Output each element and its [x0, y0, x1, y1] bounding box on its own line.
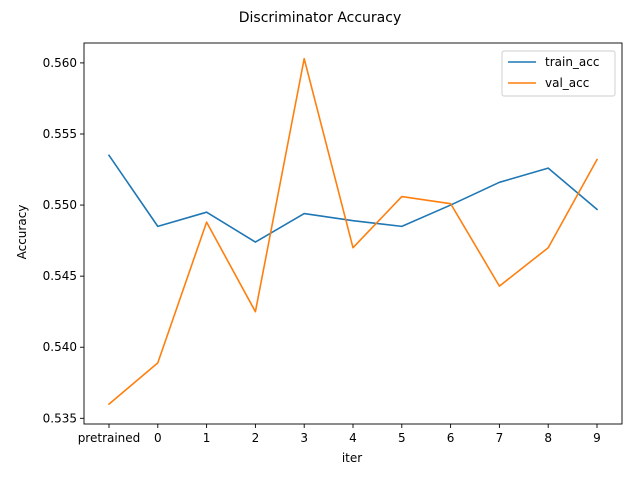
- x-axis-label: iter: [342, 451, 362, 465]
- chart-title: Discriminator Accuracy: [239, 10, 401, 26]
- axes-layer: pretrained 0 1 2 3 4 5 6 7 8 9 0.535 0.540 0.545 0.550…: [43, 42, 623, 445]
- y-tick-label: 0.540: [43, 340, 77, 354]
- x-tick-label: 7: [496, 431, 504, 445]
- x-tick-label: pretrained: [78, 431, 141, 445]
- plot-background: [84, 43, 622, 424]
- x-tick-label: 2: [252, 431, 260, 445]
- legend: train_acc val_acc: [501, 50, 616, 97]
- x-tick-label: 0: [154, 431, 162, 445]
- legend-label-train_acc: train_acc: [545, 55, 599, 69]
- series-line-val_acc: [107, 57, 599, 406]
- x-tick-label: 6: [447, 431, 455, 445]
- x-tick-label: 5: [398, 431, 406, 445]
- y-tick-label: 0.555: [43, 127, 77, 141]
- x-tick-label: 4: [349, 431, 357, 445]
- y-tick-label: 0.550: [43, 198, 77, 212]
- plot-area: [84, 43, 622, 424]
- y-tick-label: 0.560: [43, 56, 77, 70]
- legend-label-val_acc: val_acc: [545, 76, 589, 90]
- x-tick-label: 9: [593, 431, 601, 445]
- y-axis-label: Accuracy: [15, 205, 29, 260]
- y-tick-label: 0.545: [43, 269, 77, 283]
- x-tick-label: 3: [300, 431, 308, 445]
- series-line-train_acc: [107, 154, 599, 243]
- x-tick-label: 8: [544, 431, 552, 445]
- y-tick-label: 0.535: [43, 411, 77, 425]
- series-layer: [107, 57, 599, 406]
- x-tick-label: 1: [203, 431, 211, 445]
